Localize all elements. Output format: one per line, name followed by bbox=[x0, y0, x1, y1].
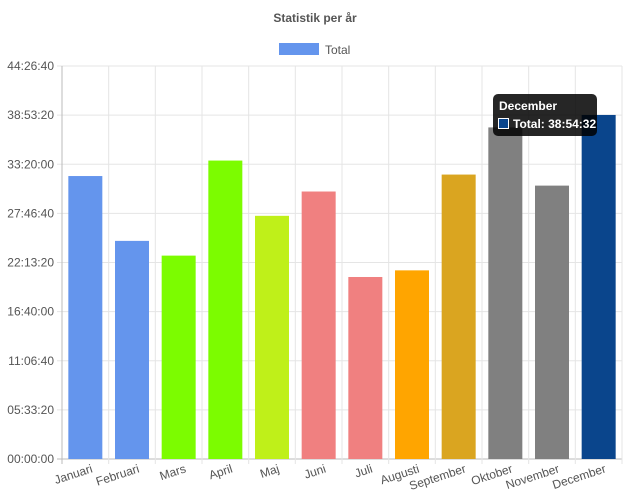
y-tick-label: 22:13:20 bbox=[7, 256, 54, 270]
y-tick-label: 05:33:20 bbox=[7, 403, 54, 417]
x-tick-label: Juni bbox=[302, 462, 327, 482]
legend[interactable]: Total bbox=[279, 43, 350, 57]
tooltip-body: Total: 38:54:32 bbox=[513, 117, 596, 131]
bar-november[interactable] bbox=[535, 185, 569, 459]
bar-juni[interactable] bbox=[301, 191, 336, 459]
bar-september[interactable] bbox=[441, 174, 476, 459]
y-tick-label: 38:53:20 bbox=[7, 108, 54, 122]
tooltip-swatch bbox=[499, 119, 508, 128]
chart-title: Statistik per år bbox=[273, 11, 357, 25]
x-tick-label: Januari bbox=[53, 462, 95, 487]
bar-augusti[interactable] bbox=[395, 270, 429, 459]
y-axis-labels: 00:00:00 05:33:20 11:06:40 16:40:00 22:13:20… bbox=[7, 59, 54, 466]
legend-swatch bbox=[279, 43, 319, 55]
legend-label: Total bbox=[325, 43, 350, 57]
tooltip-box bbox=[493, 94, 597, 136]
bar-februari[interactable] bbox=[115, 240, 149, 459]
tooltip-title: December bbox=[499, 99, 557, 113]
y-tick-label: 00:00:00 bbox=[7, 452, 54, 466]
bar-december[interactable] bbox=[581, 114, 616, 459]
bar-juli[interactable] bbox=[348, 276, 383, 459]
bars bbox=[68, 114, 616, 460]
x-tick-label: April bbox=[207, 462, 234, 483]
y-tick-label: 27:46:40 bbox=[7, 206, 54, 220]
bar-april[interactable] bbox=[208, 160, 243, 460]
x-tick-label: Mars bbox=[158, 462, 188, 484]
x-tick-label: December bbox=[551, 462, 608, 492]
x-tick-label: Februari bbox=[94, 462, 141, 489]
x-tick-label: November bbox=[504, 462, 561, 492]
x-tick-label: Maj bbox=[258, 462, 281, 481]
bar-mars[interactable] bbox=[161, 255, 196, 459]
grid-lines bbox=[57, 65, 623, 464]
bar-januari[interactable] bbox=[68, 176, 103, 460]
x-axis-labels: Januari Februari Mars April Maj Juni Juli Augus… bbox=[53, 462, 608, 493]
y-tick-label: 33:20:00 bbox=[7, 157, 54, 171]
tooltip: December Total: 38:54:32 bbox=[493, 94, 597, 136]
bar-maj[interactable] bbox=[255, 215, 289, 459]
y-tick-label: 11:06:40 bbox=[8, 354, 54, 368]
y-tick-label: 16:40:00 bbox=[7, 305, 54, 319]
x-tick-label: Juli bbox=[353, 462, 374, 481]
y-tick-label: 44:26:40 bbox=[7, 59, 54, 73]
bar-oktober[interactable] bbox=[488, 127, 523, 459]
